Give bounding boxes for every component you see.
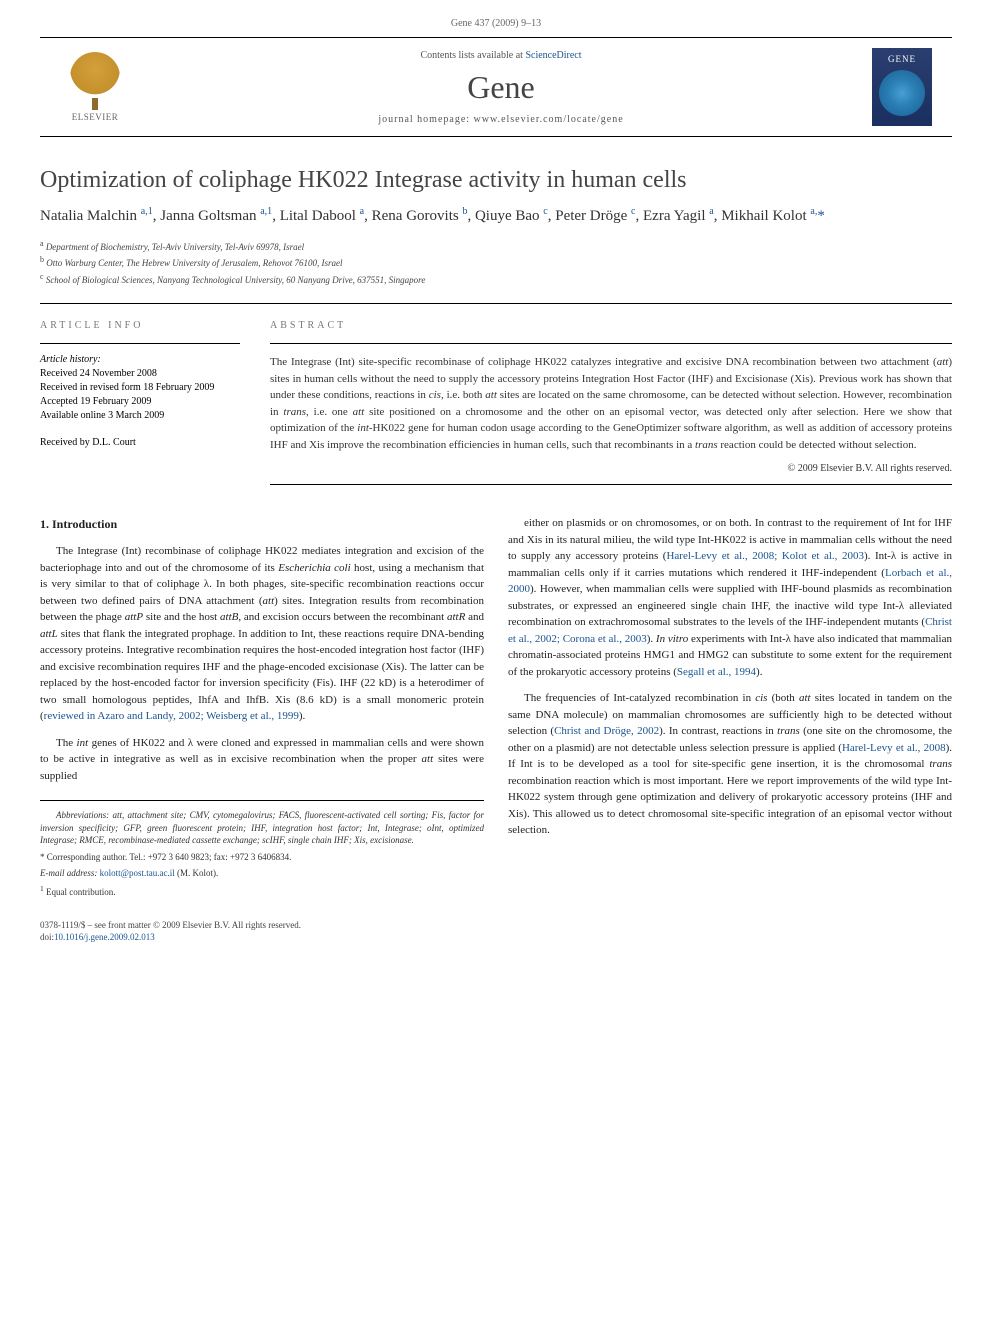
left-column: 1. Introduction The Integrase (Int) reco… — [40, 515, 484, 903]
introduction-heading: 1. Introduction — [40, 515, 484, 533]
running-head: Gene 437 (2009) 9–13 — [0, 0, 992, 37]
contents-available-line: Contents lists available at ScienceDirec… — [130, 50, 872, 61]
affiliation-text: School of Biological Sciences, Nanyang T… — [46, 275, 426, 285]
doi-label: doi: — [40, 932, 54, 942]
body-columns: 1. Introduction The Integrase (Int) reco… — [40, 515, 952, 903]
history-online: Available online 3 March 2009 — [40, 409, 240, 423]
doi-link[interactable]: 10.1016/j.gene.2009.02.013 — [54, 932, 155, 942]
received-by-editor: Received by D.L. Court — [40, 437, 240, 448]
abstract-text: The Integrase (Int) site-specific recomb… — [270, 354, 952, 453]
publisher-logo: ELSEVIER — [60, 52, 130, 122]
banner-center: Contents lists available at ScienceDirec… — [130, 50, 872, 125]
journal-banner: ELSEVIER Contents lists available at Sci… — [40, 37, 952, 137]
right-column: either on plasmids or on chromosomes, or… — [508, 515, 952, 903]
cover-title: GENE — [888, 54, 916, 64]
affiliation-text: Otto Warburg Center, The Hebrew Universi… — [46, 258, 342, 268]
email-link[interactable]: kolott@post.tau.ac.il — [100, 868, 175, 878]
email-footnote: E-mail address: kolott@post.tau.ac.il (M… — [40, 867, 484, 880]
page-footer: 0378-1119/$ – see front matter © 2009 El… — [40, 919, 952, 944]
journal-name: Gene — [130, 69, 872, 106]
abstract-copyright: © 2009 Elsevier B.V. All rights reserved… — [270, 463, 952, 474]
email-suffix: (M. Kolot). — [175, 868, 219, 878]
abstract-block: ABSTRACT The Integrase (Int) site-specif… — [270, 320, 952, 485]
elsevier-tree-icon — [70, 52, 120, 102]
info-abstract-row: ARTICLE INFO Article history: Received 2… — [40, 303, 952, 485]
body-paragraph: The Integrase (Int) recombinase of colip… — [40, 543, 484, 725]
publisher-name: ELSEVIER — [72, 112, 119, 122]
footnotes-block: Abbreviations: att, attachment site; CMV… — [40, 800, 484, 899]
corresponding-author-footnote: * Corresponding author. Tel.: +972 3 640… — [40, 851, 484, 864]
abstract-label: ABSTRACT — [270, 320, 952, 331]
history-received: Received 24 November 2008 — [40, 367, 240, 381]
article-info-label: ARTICLE INFO — [40, 320, 240, 331]
body-paragraph: The frequencies of Int-catalyzed recombi… — [508, 690, 952, 839]
abbreviations-footnote: Abbreviations: att, attachment site; CMV… — [40, 809, 484, 847]
email-label: E-mail address: — [40, 868, 100, 878]
cover-graphic-icon — [879, 70, 925, 116]
body-paragraph: The int genes of HK022 and λ were cloned… — [40, 735, 484, 785]
doi-line: doi:10.1016/j.gene.2009.02.013 — [40, 931, 952, 944]
sciencedirect-link[interactable]: ScienceDirect — [525, 50, 581, 61]
abbrev-text: Abbreviations: att, attachment site; CMV… — [40, 810, 484, 845]
article-title: Optimization of coliphage HK022 Integras… — [40, 167, 952, 194]
affiliations: a Department of Biochemistry, Tel-Aviv U… — [40, 238, 952, 288]
affiliation-c: c School of Biological Sciences, Nanyang… — [40, 271, 952, 288]
issn-line: 0378-1119/$ – see front matter © 2009 El… — [40, 919, 952, 932]
equal-contribution-footnote: 1 Equal contribution. — [40, 884, 484, 899]
history-revised: Received in revised form 18 February 200… — [40, 381, 240, 395]
equal-text: Equal contribution. — [46, 887, 116, 897]
author-list: Natalia Malchin a,1, Janna Goltsman a,1,… — [40, 204, 952, 228]
affiliation-text: Department of Biochemistry, Tel-Aviv Uni… — [46, 242, 304, 252]
affiliation-b: b Otto Warburg Center, The Hebrew Univer… — [40, 254, 952, 271]
journal-cover-thumbnail: GENE — [872, 48, 932, 126]
article-info-block: ARTICLE INFO Article history: Received 2… — [40, 320, 240, 485]
contents-prefix: Contents lists available at — [420, 50, 525, 61]
affiliation-a: a Department of Biochemistry, Tel-Aviv U… — [40, 238, 952, 255]
journal-homepage: journal homepage: www.elsevier.com/locat… — [130, 114, 872, 125]
body-paragraph: either on plasmids or on chromosomes, or… — [508, 515, 952, 680]
history-label: Article history: — [40, 354, 240, 365]
history-accepted: Accepted 19 February 2009 — [40, 395, 240, 409]
